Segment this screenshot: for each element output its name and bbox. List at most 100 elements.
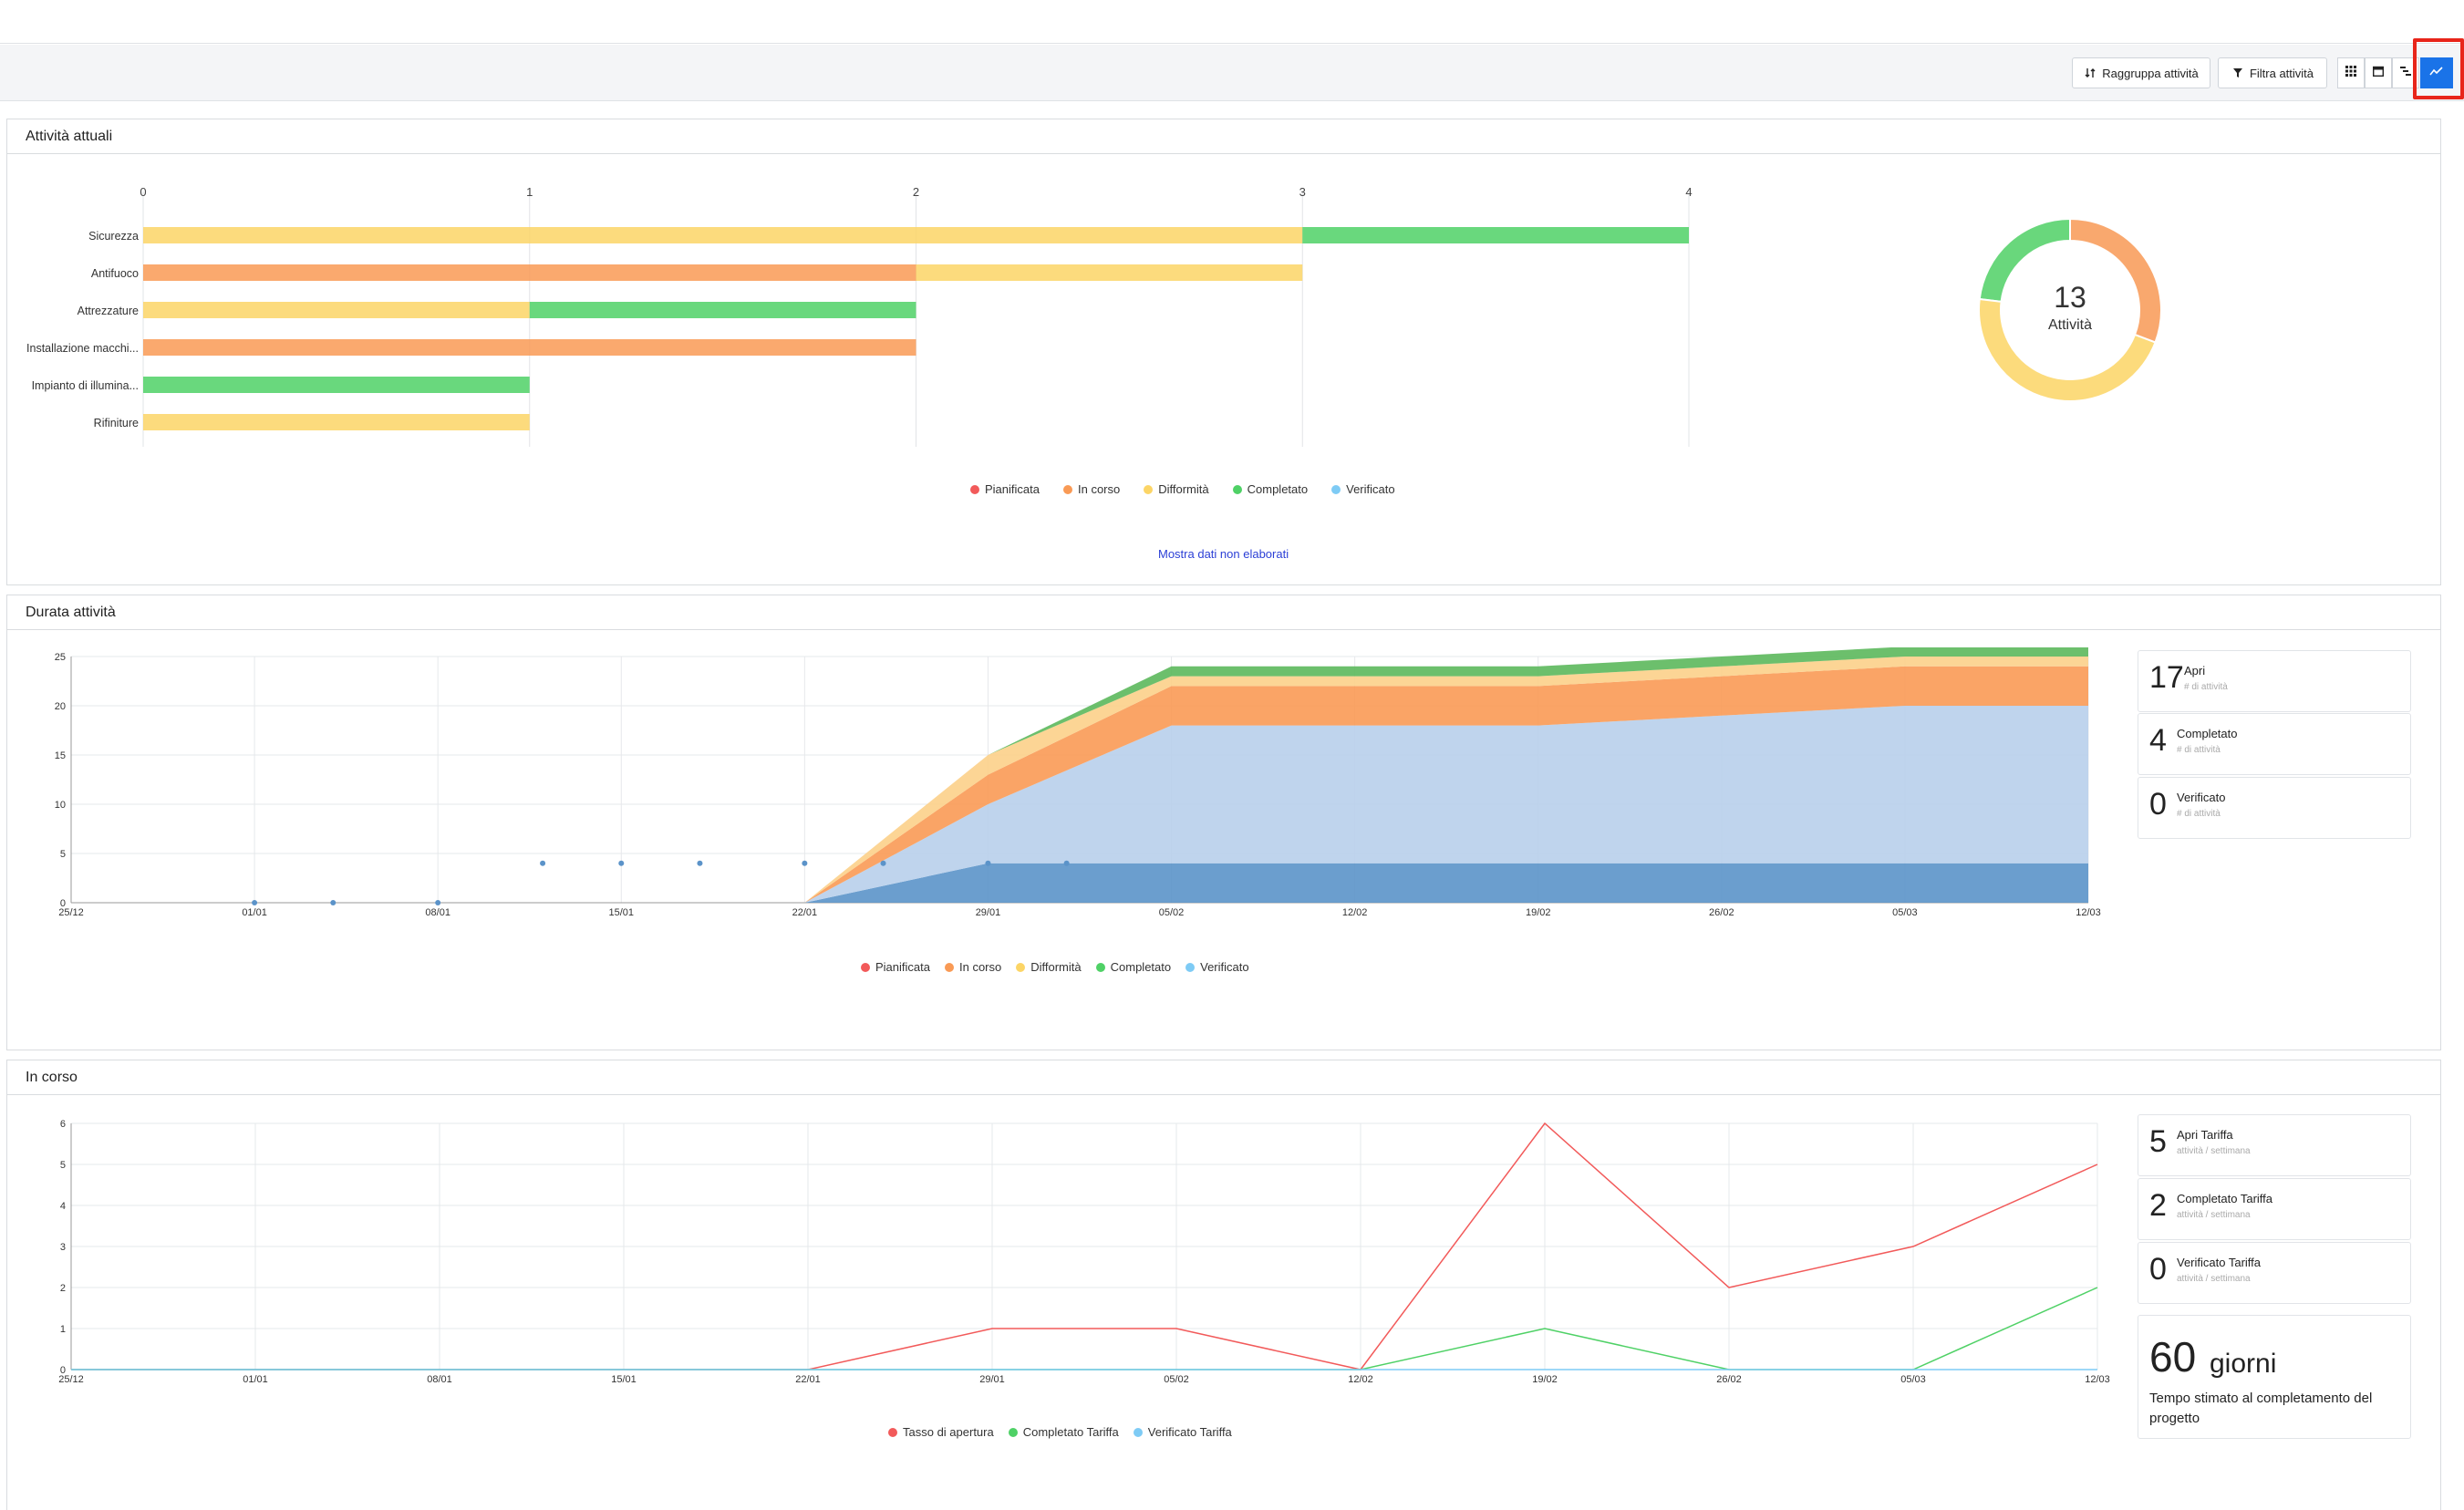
toolbar [0,45,2464,101]
legend-label: Difformità [1030,960,1082,974]
activities-donut-chart: 13 Attività [1978,217,2162,402]
data-point [697,860,703,866]
stat-value: 0 [2149,787,2167,822]
stat-sublabel: attività / settimana [2177,1210,2251,1220]
x-tick-label: 22/01 [795,1374,821,1385]
bar-segment [1302,227,1689,243]
y-tick-label: 25 [55,652,66,663]
legend-dot [970,484,979,494]
legend-dot [1185,962,1196,972]
x-tick-label: 25/12 [58,907,84,918]
category-label: Attrezzature [78,305,139,317]
legend-label: Completato [1247,482,1309,496]
x-tick-label: 05/03 [1892,907,1918,918]
calendar-view-button[interactable] [2365,57,2392,88]
data-point [618,860,625,866]
x-tick-label: 01/01 [243,1374,268,1385]
x-tick-label: 19/02 [1526,907,1551,918]
x-tick-label: 2 [913,185,919,199]
x-tick-label: 3 [1299,185,1306,199]
grid-icon [2345,65,2356,81]
legend-dot [1062,484,1072,494]
y-tick-label: 0 [60,1365,66,1376]
stat-value: 17 [2149,660,2184,695]
x-tick-label: 12/03 [2085,1374,2110,1385]
x-tick-label: 26/02 [1716,1374,1742,1385]
line-chart-icon [2429,65,2444,81]
category-label: Antifuoco [91,267,139,280]
y-tick-label: 15 [55,750,66,761]
bar-segment [916,264,1303,281]
rate-chart-legend: Tasso di apertura Completato Tariffa Ver… [888,1425,1232,1439]
stat-card-open-rate: 5 Apri Tariffa attività / settimana [2138,1114,2411,1176]
legend-label: Tasso di apertura [903,1425,994,1439]
x-tick-label: 12/03 [2076,907,2101,918]
legend-label: In corso [958,960,1002,974]
stat-value: 4 [2149,723,2167,758]
legend-dot [1331,484,1341,494]
y-tick-label: 6 [60,1119,66,1130]
stat-value: 0 [2149,1252,2167,1287]
stat-value: 2 [2149,1188,2167,1223]
data-point [540,860,546,866]
legend-label: Completato [1110,960,1172,974]
legend-item: Completato [1095,960,1172,974]
area-series [71,666,2088,903]
gantt-icon [2400,65,2411,81]
panel-title: In corso [7,1060,2440,1095]
data-point [1063,860,1070,866]
data-point [985,860,991,866]
charts-view-button[interactable] [2420,57,2453,88]
legend-item: Pianificata [861,960,930,974]
x-tick-label: 08/01 [427,1374,452,1385]
x-tick-label: 15/01 [611,1374,637,1385]
calendar-icon [2372,65,2385,81]
sort-icon [2084,67,2096,79]
x-tick-label: 29/01 [979,1374,1005,1385]
stat-card-completed: 4 Completato # di attività [2138,713,2411,775]
y-tick-label: 5 [60,849,66,860]
current-chart-legend: Pianificata In corso Difformità Completa… [970,482,1395,496]
y-tick-label: 1 [60,1324,66,1335]
stat-card-open: 17 Apri # di attività [2138,650,2411,712]
donut-total: 13 [2054,281,2086,314]
stat-sublabel: attività / settimana [2177,1146,2251,1156]
legend-item: In corso [1062,482,1121,496]
estimate-value: 60 [2149,1333,2197,1381]
grid-view-button[interactable] [2337,57,2365,88]
stat-label: Completato [2177,727,2238,740]
panel-title: Durata attività [7,595,2440,630]
donut-slice [2069,217,2162,344]
legend-label: In corso [1077,482,1121,496]
y-tick-label: 10 [55,800,66,811]
bar-segment [143,414,530,430]
legend-dot [1133,1427,1143,1437]
stat-card-verified-rate: 0 Verificato Tariffa attività / settiman… [2138,1242,2411,1304]
y-tick-label: 4 [60,1201,66,1212]
legend-label: Verificato [1200,960,1249,974]
legend-item: Difformità [1144,482,1209,496]
x-tick-label: 29/01 [976,907,1001,918]
y-tick-label: 0 [60,898,66,909]
legend-label: Pianificata [985,482,1040,496]
bar-segment [143,227,1303,243]
stat-label: Verificato Tariffa [2177,1256,2262,1269]
x-tick-label: 01/01 [242,907,267,918]
legend-dot [1232,484,1242,494]
show-raw-data-link[interactable]: Mostra dati non elaborati [1158,547,1289,561]
bar-segment [143,339,916,356]
stat-label: Apri [2184,664,2206,677]
y-tick-label: 3 [60,1242,66,1253]
legend-dot [861,962,870,972]
legend-item: Verificato [1331,482,1395,496]
stat-card-estimate: 60 giorni Tempo stimato al completamento… [2138,1315,2411,1439]
estimate-unit: giorni [2210,1349,2277,1379]
stat-sublabel: # di attività [2177,809,2221,819]
stat-sublabel: # di attività [2184,682,2228,692]
legend-item: Verificato [1185,960,1249,974]
progress-panel: In corso [6,1060,2441,1510]
data-point [252,900,258,905]
group-activities-button[interactable]: Raggruppa attività [2072,57,2210,88]
filter-activities-button[interactable]: Filtra attività [2218,57,2327,88]
data-point [802,860,808,866]
